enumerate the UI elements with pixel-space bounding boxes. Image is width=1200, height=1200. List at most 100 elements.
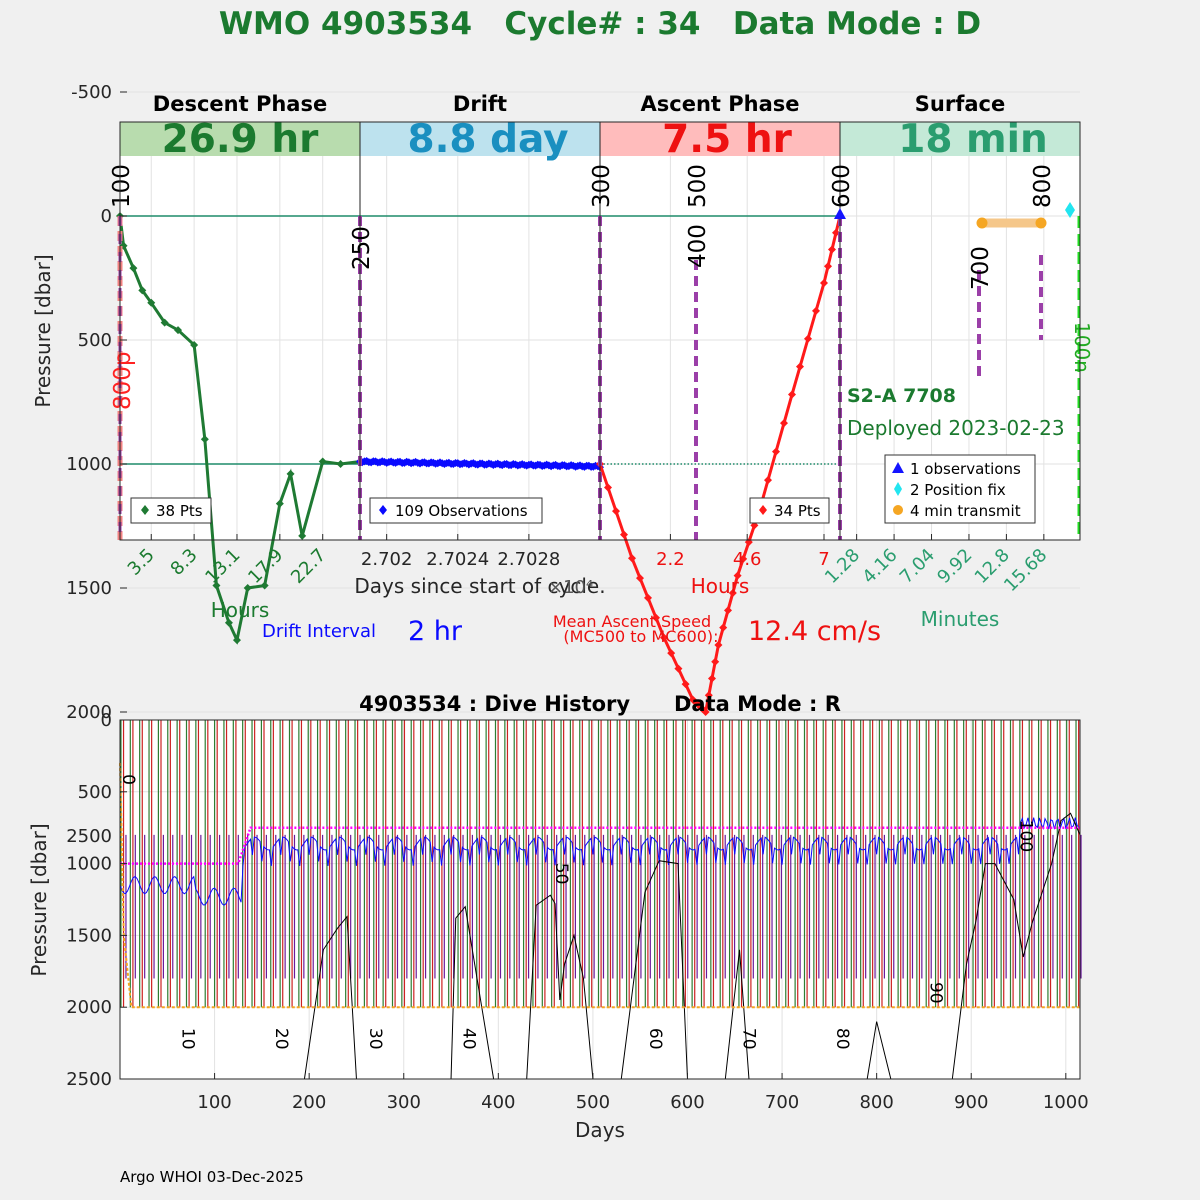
bottom-y-tick-1: 500 [78,782,112,803]
descent-legend-marker [141,505,149,515]
ascent-x-ticks: 2.2 4.6 7 [656,534,830,570]
bottom-y-tick-5: 2500 [66,1069,112,1090]
ascent-point-4 [628,554,636,563]
top-y-tick-0: -500 [71,82,112,103]
bottom-x-ticks: 100 200 300 400 500 600 700 800 900 1000 [197,1073,1089,1113]
cycle-profile-panel: Descent Phase Drift Ascent Phase Surface… [31,82,1094,847]
top-x-axis-label: Days since start of cycle. [354,574,605,598]
surface-legend: 1 observations 2 Position fix 4 min tran… [884,454,1036,524]
descent-point-10 [224,618,233,627]
bottom-y-tick-2: 1000 [66,854,112,875]
ascent-point-31 [780,419,788,428]
descent-heading: Descent Phase [153,92,327,116]
cycle-label-4: 40 [458,1028,478,1050]
ascent-point-8 [660,633,668,642]
ascent-point-38 [828,245,836,254]
descent-point-8 [200,435,209,444]
transmit-start-point [976,217,988,229]
ascent-point-24 [733,571,742,580]
ascent-point-23 [728,588,737,597]
drift-series [356,456,604,472]
descent-x-tick-0: 3.5 [124,545,159,580]
descent-point-3 [138,286,147,295]
cycle-label-6: 60 [645,1028,665,1050]
cycle-label-3: 30 [365,1028,385,1050]
bottom-x-tick-6: 700 [765,1092,799,1113]
drift-duration: 8.8 day [407,117,568,162]
descent-point-4 [147,298,156,307]
ascent-point-3 [620,530,628,539]
top-axes-frame [119,121,1081,541]
deployment-date: Deployed 2023-02-23 [847,416,1065,440]
ascent-point-9 [667,649,676,658]
bottom-x-tick-0: 100 [197,1092,231,1113]
descent-point-7 [190,340,199,349]
drift-heading: Drift [453,92,507,116]
top-y-tick-4: 1500 [66,578,112,599]
ascent-point-35 [812,306,820,315]
drift-trace-line [119,816,1080,906]
ascent-point-34 [804,334,812,343]
cycle-label-0: 0 [118,774,138,785]
ascent-point-7 [652,613,660,622]
ascent-point-16 [701,708,710,716]
bottom-x-tick-4: 500 [576,1092,610,1113]
surface-heading: Surface [915,92,1005,116]
x-exponent-label: ×10⁴ [548,577,593,598]
bottom-y-tick-3: 1500 [66,925,112,946]
ascent-x-tick-1: 4.6 [733,549,762,570]
dive-history-panel: 0 10 20 30 40 50 60 70 80 90 100 100 200 300 400 500 60… [27,692,1089,1142]
ascent-point-1 [604,483,612,492]
descent-point-13 [260,581,269,590]
park-pressure-target-line [120,826,1080,865]
bottom-x-tick-8: 900 [954,1092,988,1113]
drift-legend-marker [379,505,387,515]
mc500-label: 500 [685,164,711,208]
ascent-band [600,122,840,156]
descent-x-tick-2: 13.1 [201,545,244,588]
profile-depth-target-line [119,763,1080,1009]
descent-legend-label: 38 Pts [156,502,203,520]
drift-band [360,122,600,156]
transmit-legend-marker [893,505,903,515]
top-y-tick-2: 500 [78,330,112,351]
dive-history-title: 4903534 : Dive History Data Mode : R [359,692,841,716]
descent-series [116,212,365,645]
descent-x-tick-4: 22.7 [287,545,330,588]
descent-point-9 [212,581,221,590]
drift-x-tick-0: 2.702 [361,549,413,570]
ascent-point-6 [644,593,652,602]
descent-unit-label: Hours [211,598,270,622]
top-y-tick-3: 1000 [66,454,112,475]
mc250-label: 250 [349,226,375,270]
top-y-tick-1: 0 [101,206,112,227]
descent-plot-area [120,122,360,540]
ascent-series [596,212,844,716]
bottom-x-tick-5: 600 [670,1092,704,1113]
observation-legend-label: 1 observations [910,460,1021,478]
ascent-point-22 [724,606,732,615]
ascent-point-18 [708,674,716,683]
descent-point-12 [243,584,252,592]
top-y-tick-5: 2000 [66,702,112,723]
surface-unit-label: Minutes [921,607,1000,631]
bottom-y-tick-4: 2000 [66,997,112,1018]
surface-observation-point [834,208,846,219]
cycle-label-1: 10 [178,1028,198,1050]
mc100n-label: 100n [1070,322,1094,373]
mc700-label: 700 [968,246,994,290]
drift-legend: 109 Observations [369,497,543,524]
descent-point-2 [129,264,138,273]
ascent-point-11 [681,680,690,689]
ascent-speed-label: Mean Ascent Speed [553,612,711,631]
bottom-axes-frame [119,719,1081,1080]
top-y-axis-label: Pressure [dbar] [31,254,55,407]
descent-band [120,122,360,156]
mc400-label: 400 [685,224,711,268]
drift-x-ticks: 2.702 2.7024 2.7028 [361,534,560,570]
ascent-point-2 [612,507,620,516]
surface-x-tick-1: 4.16 [858,545,901,588]
bottom-x-axis-label: Days [575,1118,625,1142]
descent-point-14 [275,499,284,508]
